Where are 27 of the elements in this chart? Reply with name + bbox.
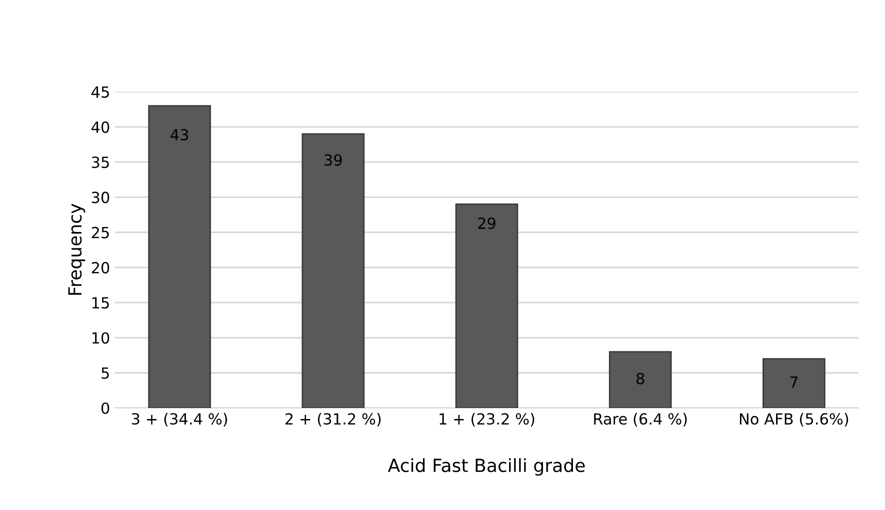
y-tick-label: 45 <box>91 86 109 98</box>
y-axis-title: Frequency <box>68 204 86 295</box>
y-tick-label: 10 <box>92 332 110 344</box>
data-label: 8 <box>636 372 644 384</box>
bar <box>302 133 365 408</box>
y-tick-label: 15 <box>92 297 109 309</box>
x-tick-label: 3 + (34.4 %) <box>132 412 228 426</box>
y-tick-label: 40 <box>91 121 110 133</box>
data-label: 39 <box>324 154 342 166</box>
x-tick-label: No AFB (5.6%) <box>740 412 848 426</box>
bar <box>148 105 211 408</box>
bar <box>762 358 826 408</box>
data-label: 7 <box>790 376 798 388</box>
y-tick-label: 0 <box>101 402 110 414</box>
x-axis-title: Acid Fast Bacilli grade <box>388 458 585 476</box>
x-tick-label: Rare (6.4 %) <box>594 412 687 426</box>
y-tick-label: 30 <box>92 192 110 204</box>
x-tick-label: 2 + (31.2 %) <box>286 412 381 426</box>
y-tick-label: 35 <box>92 156 109 168</box>
y-tick-label: 5 <box>102 368 109 379</box>
bar <box>608 351 672 408</box>
y-tick-label: 20 <box>92 262 110 274</box>
data-label: 29 <box>478 217 496 230</box>
data-label: 43 <box>170 128 188 140</box>
bar <box>455 204 518 408</box>
x-tick-label: 1 + (23.2 %) <box>440 412 534 426</box>
y-tick-label: 25 <box>92 226 109 238</box>
